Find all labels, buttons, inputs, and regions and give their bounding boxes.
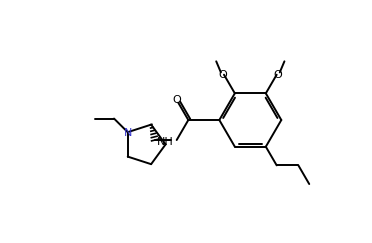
Text: NH: NH <box>157 137 174 147</box>
Text: O: O <box>172 95 181 105</box>
Text: N: N <box>124 128 132 138</box>
Text: O: O <box>274 70 283 80</box>
Text: O: O <box>218 70 227 80</box>
